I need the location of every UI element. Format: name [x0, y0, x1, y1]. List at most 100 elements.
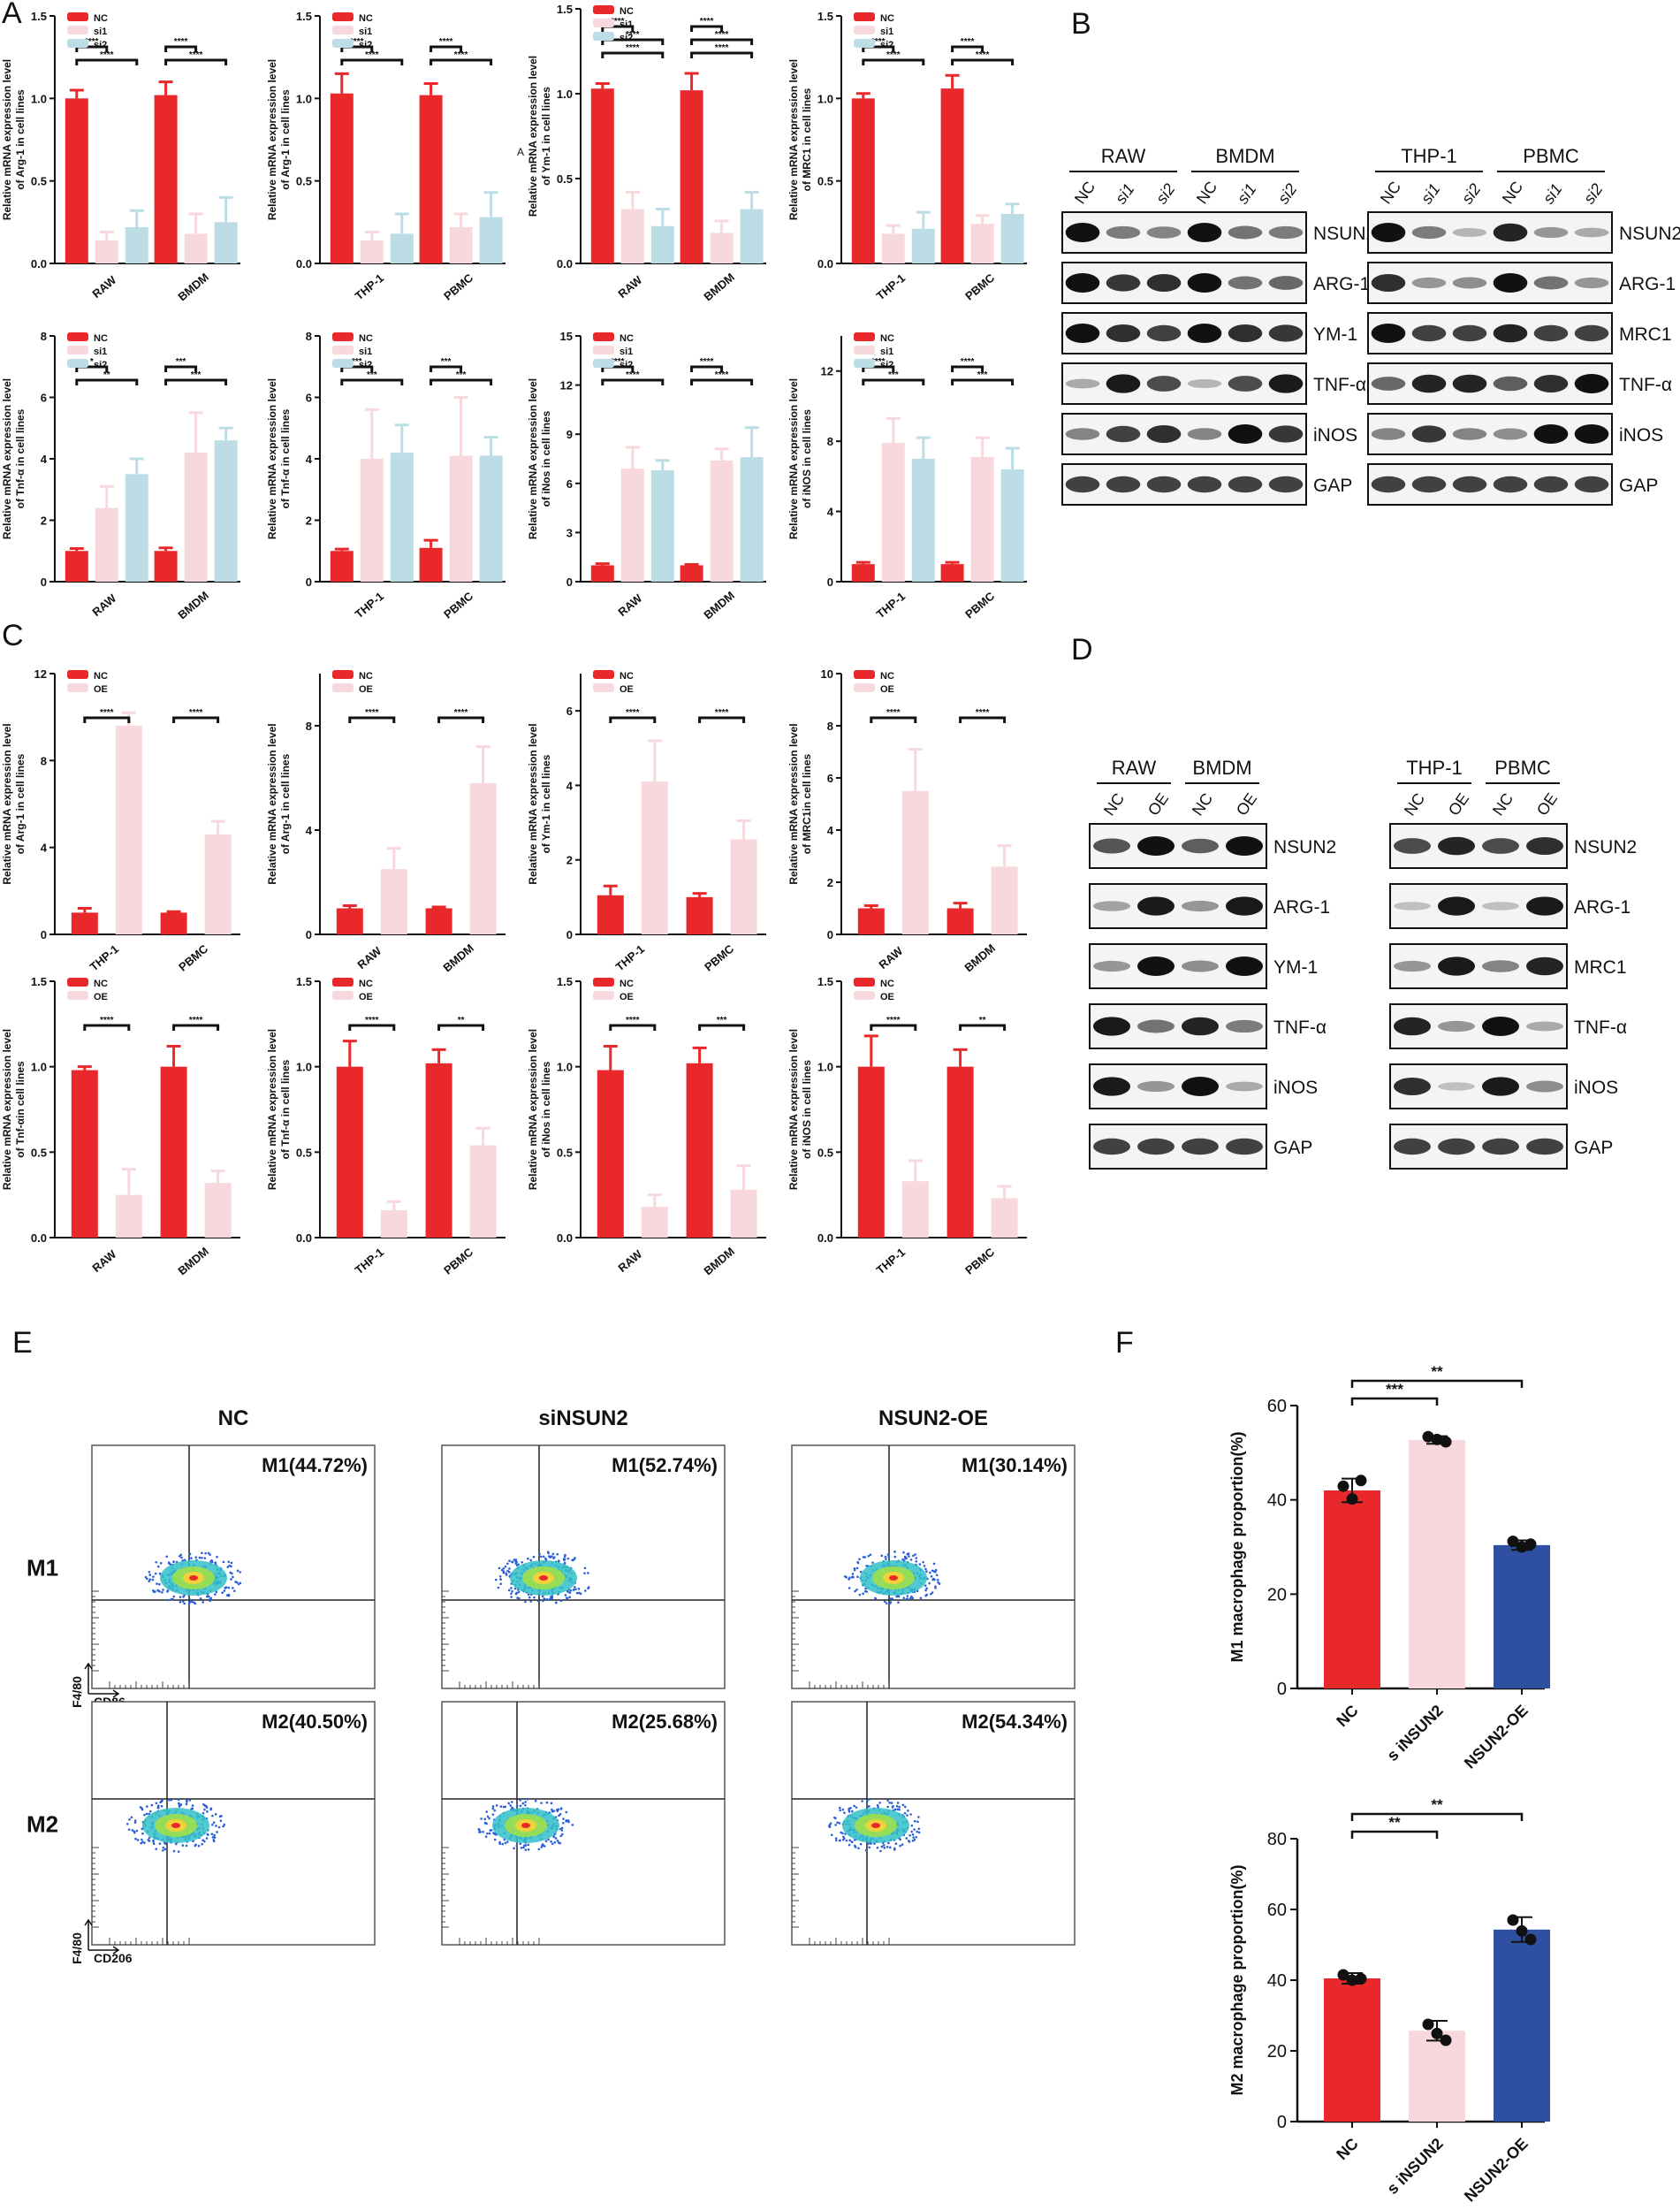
blot-lane-label: OE	[1445, 790, 1472, 819]
legend-swatch-oe	[854, 991, 875, 1000]
significance-label: **	[103, 370, 110, 380]
legend-swatch-si1	[854, 26, 875, 34]
legend-label: si2	[94, 360, 107, 370]
blot-lane-label: NC	[1189, 790, 1216, 819]
blot-protein-label: TNF-α	[1574, 1017, 1627, 1038]
significance-label: ***	[1386, 1381, 1403, 1398]
bar-si1	[95, 240, 118, 263]
bar-nc	[65, 551, 88, 582]
flow-event	[865, 1590, 869, 1593]
legend-swatch-si1	[854, 346, 875, 354]
bar-si2	[390, 233, 414, 263]
flow-event	[170, 1798, 173, 1802]
bar-nc	[590, 565, 614, 582]
blot-band	[1411, 324, 1447, 342]
flow-event	[148, 1840, 151, 1842]
flow-plot: M2(54.34%)	[791, 1701, 1076, 1946]
flow-event	[148, 1580, 150, 1583]
data-point	[1516, 1541, 1528, 1553]
flow-event	[557, 1808, 560, 1811]
flow-event	[566, 1597, 569, 1600]
blot-lane-label: si2	[1458, 180, 1485, 207]
legend-label: NC	[359, 979, 373, 989]
flow-event	[572, 1589, 575, 1591]
flow-event	[571, 1824, 574, 1826]
flow-event	[578, 1591, 581, 1595]
flow-event	[529, 1600, 533, 1603]
y-axis-label: of Tnf-α in cell lines	[279, 408, 292, 508]
chart-f2: 0 20 40 60 80 M2 macrophage proportion(%) NC s …	[1228, 1796, 1550, 2206]
flow-event	[201, 1551, 203, 1555]
x-tick-label: THP-1	[613, 942, 647, 974]
flow-event	[227, 1594, 230, 1597]
significance-bracket	[959, 1024, 1007, 1031]
flow-event	[566, 1557, 570, 1560]
legend-label: si1	[94, 347, 107, 357]
x-tick-label: NSUN2-OE	[1461, 2135, 1532, 2206]
significance-bracket	[1350, 1830, 1439, 1839]
flow-event	[236, 1569, 239, 1573]
flow-event	[547, 1838, 550, 1841]
flow-event	[188, 1799, 192, 1802]
y-tick-label: 8	[41, 330, 47, 343]
flow-event	[555, 1601, 558, 1604]
x-tick-label: RAW	[615, 1247, 644, 1275]
blot-lane-label: si1	[1234, 180, 1260, 207]
blot-band	[1065, 428, 1100, 440]
flow-event	[513, 1847, 515, 1850]
y-axis-label: Relative mRNA expression level	[1, 1029, 13, 1190]
flow-event	[538, 1552, 541, 1556]
significance-label: ***	[717, 1016, 727, 1025]
chart-c5: 0.0 0.5 1.0 1.5 Relative mRNA expression lev…	[1, 975, 240, 1277]
bar-si1	[881, 443, 905, 582]
blot-band	[1106, 374, 1141, 393]
flow-event	[556, 1839, 559, 1842]
flow-row-label: M1	[27, 1555, 58, 1581]
legend-swatch-nc	[854, 332, 875, 341]
flow-event	[557, 1559, 560, 1562]
legend-label: si2	[620, 360, 633, 370]
blot-band	[1411, 277, 1447, 289]
flow-event	[906, 1595, 909, 1597]
y-axis-label: Relative mRNA expression level	[787, 1029, 800, 1190]
blot-band	[1493, 223, 1528, 242]
blot-band	[1268, 476, 1304, 493]
bar-si2	[125, 474, 148, 582]
y-axis-label: Relative mRNA expression level	[266, 1029, 278, 1190]
x-tick-label: RAW	[876, 944, 905, 972]
flow-event	[551, 1842, 554, 1846]
y-tick-label: 4	[827, 824, 834, 837]
x-tick-label: PBMC	[176, 941, 210, 973]
flow-event	[479, 1831, 482, 1833]
flow-event	[157, 1804, 160, 1808]
significance-bracket	[609, 1024, 657, 1031]
flow-event	[898, 1808, 901, 1811]
blot-band	[1452, 227, 1487, 238]
blot-band	[1226, 836, 1263, 856]
x-tick-label: PBMC	[962, 271, 997, 302]
flow-event	[558, 1814, 560, 1818]
legend-swatch-si1	[332, 346, 353, 354]
flow-event	[181, 1844, 185, 1847]
significance-label: ****	[976, 708, 990, 718]
flow-event	[524, 1848, 528, 1851]
y-axis-label: of iNos in cell lines	[540, 1061, 552, 1157]
flow-event	[213, 1833, 216, 1837]
y-tick-label: 1.5	[31, 10, 47, 23]
bar-nc	[419, 547, 443, 582]
blot-strip	[1061, 413, 1307, 455]
flow-event	[868, 1846, 870, 1849]
blot-band	[1452, 324, 1487, 342]
flow-event	[155, 1802, 158, 1805]
blot-band	[1526, 1080, 1563, 1093]
flow-event	[517, 1590, 521, 1594]
y-tick-label: 1.0	[817, 92, 833, 105]
blot-band	[1187, 476, 1222, 493]
flow-event	[551, 1552, 555, 1556]
blot-strip	[1061, 362, 1307, 405]
blot-protein-label: GAP	[1574, 1138, 1613, 1158]
significance-label: ***	[367, 370, 377, 380]
significance-bracket	[1350, 1812, 1524, 1821]
y-tick-label: 60	[1267, 1901, 1287, 1920]
blot-strip	[1061, 463, 1307, 506]
